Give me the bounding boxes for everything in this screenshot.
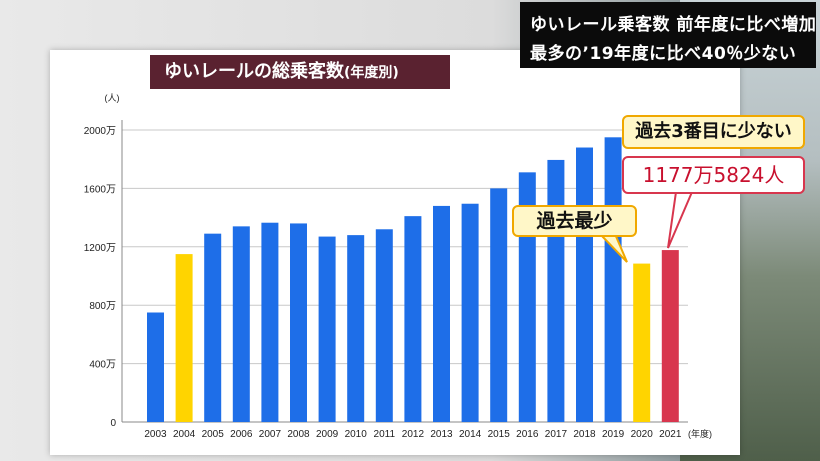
bar bbox=[347, 235, 365, 422]
x-tick-label: 2007 bbox=[259, 429, 282, 440]
bar bbox=[318, 236, 336, 422]
x-tick-label: 2018 bbox=[573, 429, 596, 440]
x-tick-label: 2016 bbox=[516, 429, 539, 440]
y-tick-label: 800万 bbox=[89, 301, 116, 312]
x-tick-label: 2019 bbox=[602, 429, 625, 440]
x-tick-label: 2017 bbox=[545, 429, 568, 440]
x-tick-label: 2003 bbox=[144, 429, 167, 440]
bar bbox=[433, 205, 450, 422]
x-tick-label: 2020 bbox=[631, 429, 654, 440]
bar bbox=[204, 233, 222, 422]
chart-title: ゆいレールの総乗客数(年度別) bbox=[150, 55, 450, 89]
x-tick-label: 2004 bbox=[173, 429, 196, 440]
x-tick-label: 2011 bbox=[374, 429, 396, 440]
annotation-lowest: 過去最少 bbox=[512, 205, 637, 237]
x-tick-label: 2005 bbox=[202, 429, 225, 440]
headline-line-1: ゆいレール乗客数 前年度に比べ増加 bbox=[530, 15, 817, 35]
bar bbox=[576, 147, 593, 422]
x-tick-label: 2021 bbox=[659, 429, 682, 440]
bar bbox=[547, 159, 565, 422]
bar bbox=[604, 137, 622, 423]
x-tick-label: 2008 bbox=[287, 429, 310, 440]
bar bbox=[232, 226, 250, 422]
y-tick-label: 1200万 bbox=[84, 243, 116, 254]
x-tick-label: 2013 bbox=[430, 429, 453, 440]
bar bbox=[633, 263, 651, 422]
bar bbox=[290, 223, 307, 422]
bar bbox=[147, 312, 164, 422]
bar bbox=[175, 254, 193, 422]
y-tick-label: 400万 bbox=[89, 360, 116, 371]
chart-title-suffix: (年度別) bbox=[344, 65, 399, 81]
bar bbox=[490, 188, 508, 422]
bar bbox=[261, 222, 279, 422]
chart-title-text: ゆいレールの総乗客数 bbox=[164, 61, 344, 82]
headline-box: ゆいレール乗客数 前年度に比べ増加 最多の’19年度に比べ40％少ない bbox=[520, 2, 816, 68]
y-tick-label: 2000万 bbox=[84, 126, 116, 137]
x-tick-label: 2012 bbox=[402, 429, 425, 440]
x-tick-label: 2015 bbox=[488, 429, 511, 440]
x-tick-label: 2006 bbox=[230, 429, 253, 440]
x-tick-label: 2014 bbox=[459, 429, 482, 440]
x-tick-label: 2009 bbox=[316, 429, 339, 440]
callout-pointer-2021 bbox=[667, 191, 694, 249]
bar bbox=[661, 250, 679, 422]
annotation-value-2021: 1177万5824人 bbox=[622, 156, 805, 194]
headline-line-2: 最多の’19年度に比べ40％少ない bbox=[530, 44, 797, 64]
bar bbox=[404, 216, 422, 422]
annotation-third-lowest: 過去3番目に少ない bbox=[622, 115, 805, 149]
x-tick-label: 2010 bbox=[345, 429, 368, 440]
bar bbox=[461, 203, 479, 422]
x-axis-label: (年度) bbox=[688, 428, 712, 439]
y-axis-label: (人) bbox=[105, 93, 120, 103]
y-tick-label: 0 bbox=[110, 418, 116, 429]
bar bbox=[375, 229, 393, 422]
y-tick-label: 1600万 bbox=[84, 184, 116, 195]
